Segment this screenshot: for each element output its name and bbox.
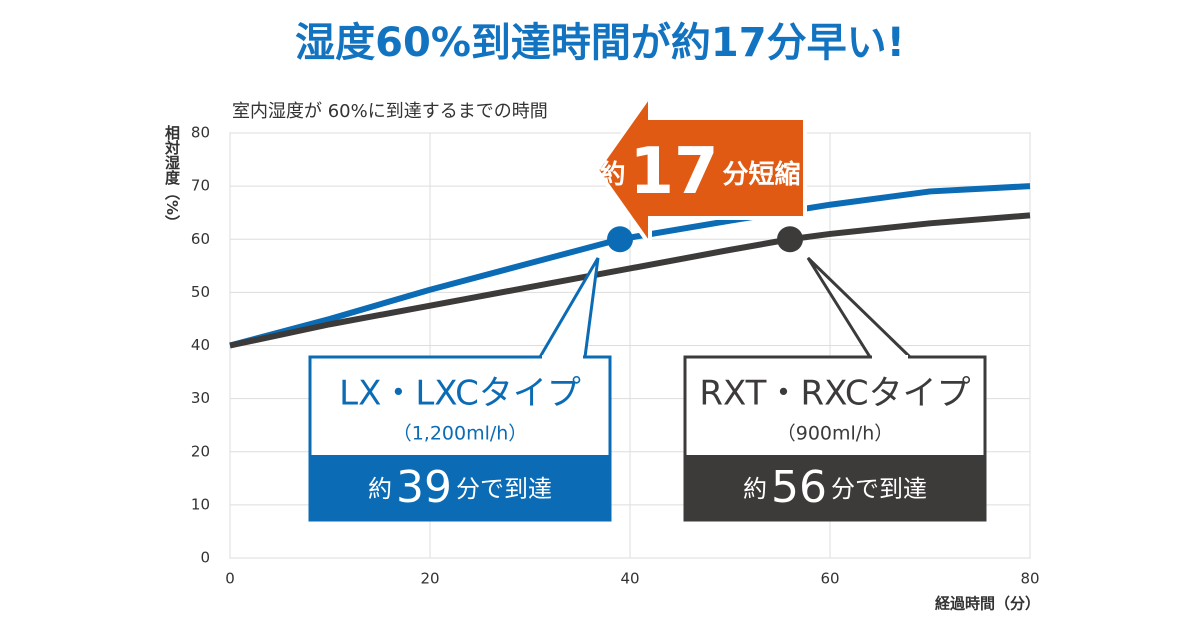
callout-result-bg (310, 455, 610, 520)
series-line (229, 212, 1031, 349)
y-tick-label: 30 (191, 389, 210, 407)
result-minutes: 39 (396, 462, 452, 513)
reach-point (607, 226, 633, 253)
callout-pointer (806, 256, 914, 359)
reach-point (777, 226, 803, 253)
result-prefix: 約 (368, 475, 392, 503)
callout-spec: （900ml/h） (777, 423, 894, 445)
x-tick-label: 40 (620, 570, 639, 588)
callout-name: RXT・RXCタイプ (699, 374, 970, 414)
y-tick-label: 50 (191, 283, 210, 301)
x-tick-label: 0 (225, 570, 235, 588)
result-minutes: 56 (771, 462, 827, 513)
callout-name: LX・LXCタイプ (339, 374, 581, 414)
callout-result-bg (685, 455, 985, 520)
y-tick-label: 0 (200, 549, 210, 567)
x-tick-label: 80 (1020, 570, 1039, 588)
y-tick-label: 70 (191, 177, 210, 195)
difference-label: 約17 分短縮 (599, 135, 800, 209)
result-prefix: 約 (743, 475, 767, 503)
callout-result: 約56 分で到達 (743, 462, 927, 513)
y-tick-label: 20 (191, 442, 210, 460)
y-axis-label: 相対湿度（%） (163, 124, 181, 230)
difference-arrow (594, 88, 807, 252)
x-tick-label: 60 (820, 570, 839, 588)
chart-title: 湿度60%到達時間が約17分早い! (295, 20, 905, 66)
difference-minutes: 17 (629, 135, 718, 209)
y-tick-label: 10 (191, 495, 210, 513)
callout-pointer (537, 257, 600, 359)
y-tick-label: 40 (191, 336, 210, 354)
result-suffix: 分で到達 (456, 475, 552, 503)
x-axis-label: 経過時間（分） (935, 595, 1040, 613)
difference-prefix: 約 (599, 159, 625, 190)
callout-result: 約39 分で到達 (368, 462, 552, 513)
result-suffix: 分で到達 (831, 475, 927, 503)
subtitle: 室内湿度が 60%に到達するまでの時間 (232, 101, 548, 122)
callout-spec: （1,200ml/h） (393, 423, 528, 445)
difference-suffix: 分短縮 (723, 159, 801, 190)
x-tick-label: 20 (420, 570, 439, 588)
y-tick-label: 60 (191, 230, 210, 248)
y-tick-label: 80 (191, 124, 210, 142)
